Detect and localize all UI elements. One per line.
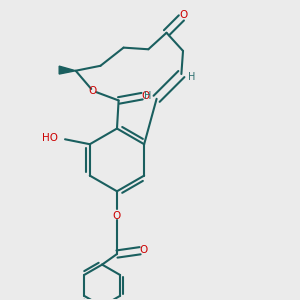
Text: O: O <box>88 86 96 96</box>
Text: O: O <box>180 10 188 20</box>
Text: HO: HO <box>42 133 58 142</box>
Text: H: H <box>188 72 195 82</box>
Text: H: H <box>144 91 151 100</box>
Polygon shape <box>59 66 76 74</box>
Text: O: O <box>141 91 149 100</box>
Text: O: O <box>139 245 148 255</box>
Text: O: O <box>113 211 121 221</box>
